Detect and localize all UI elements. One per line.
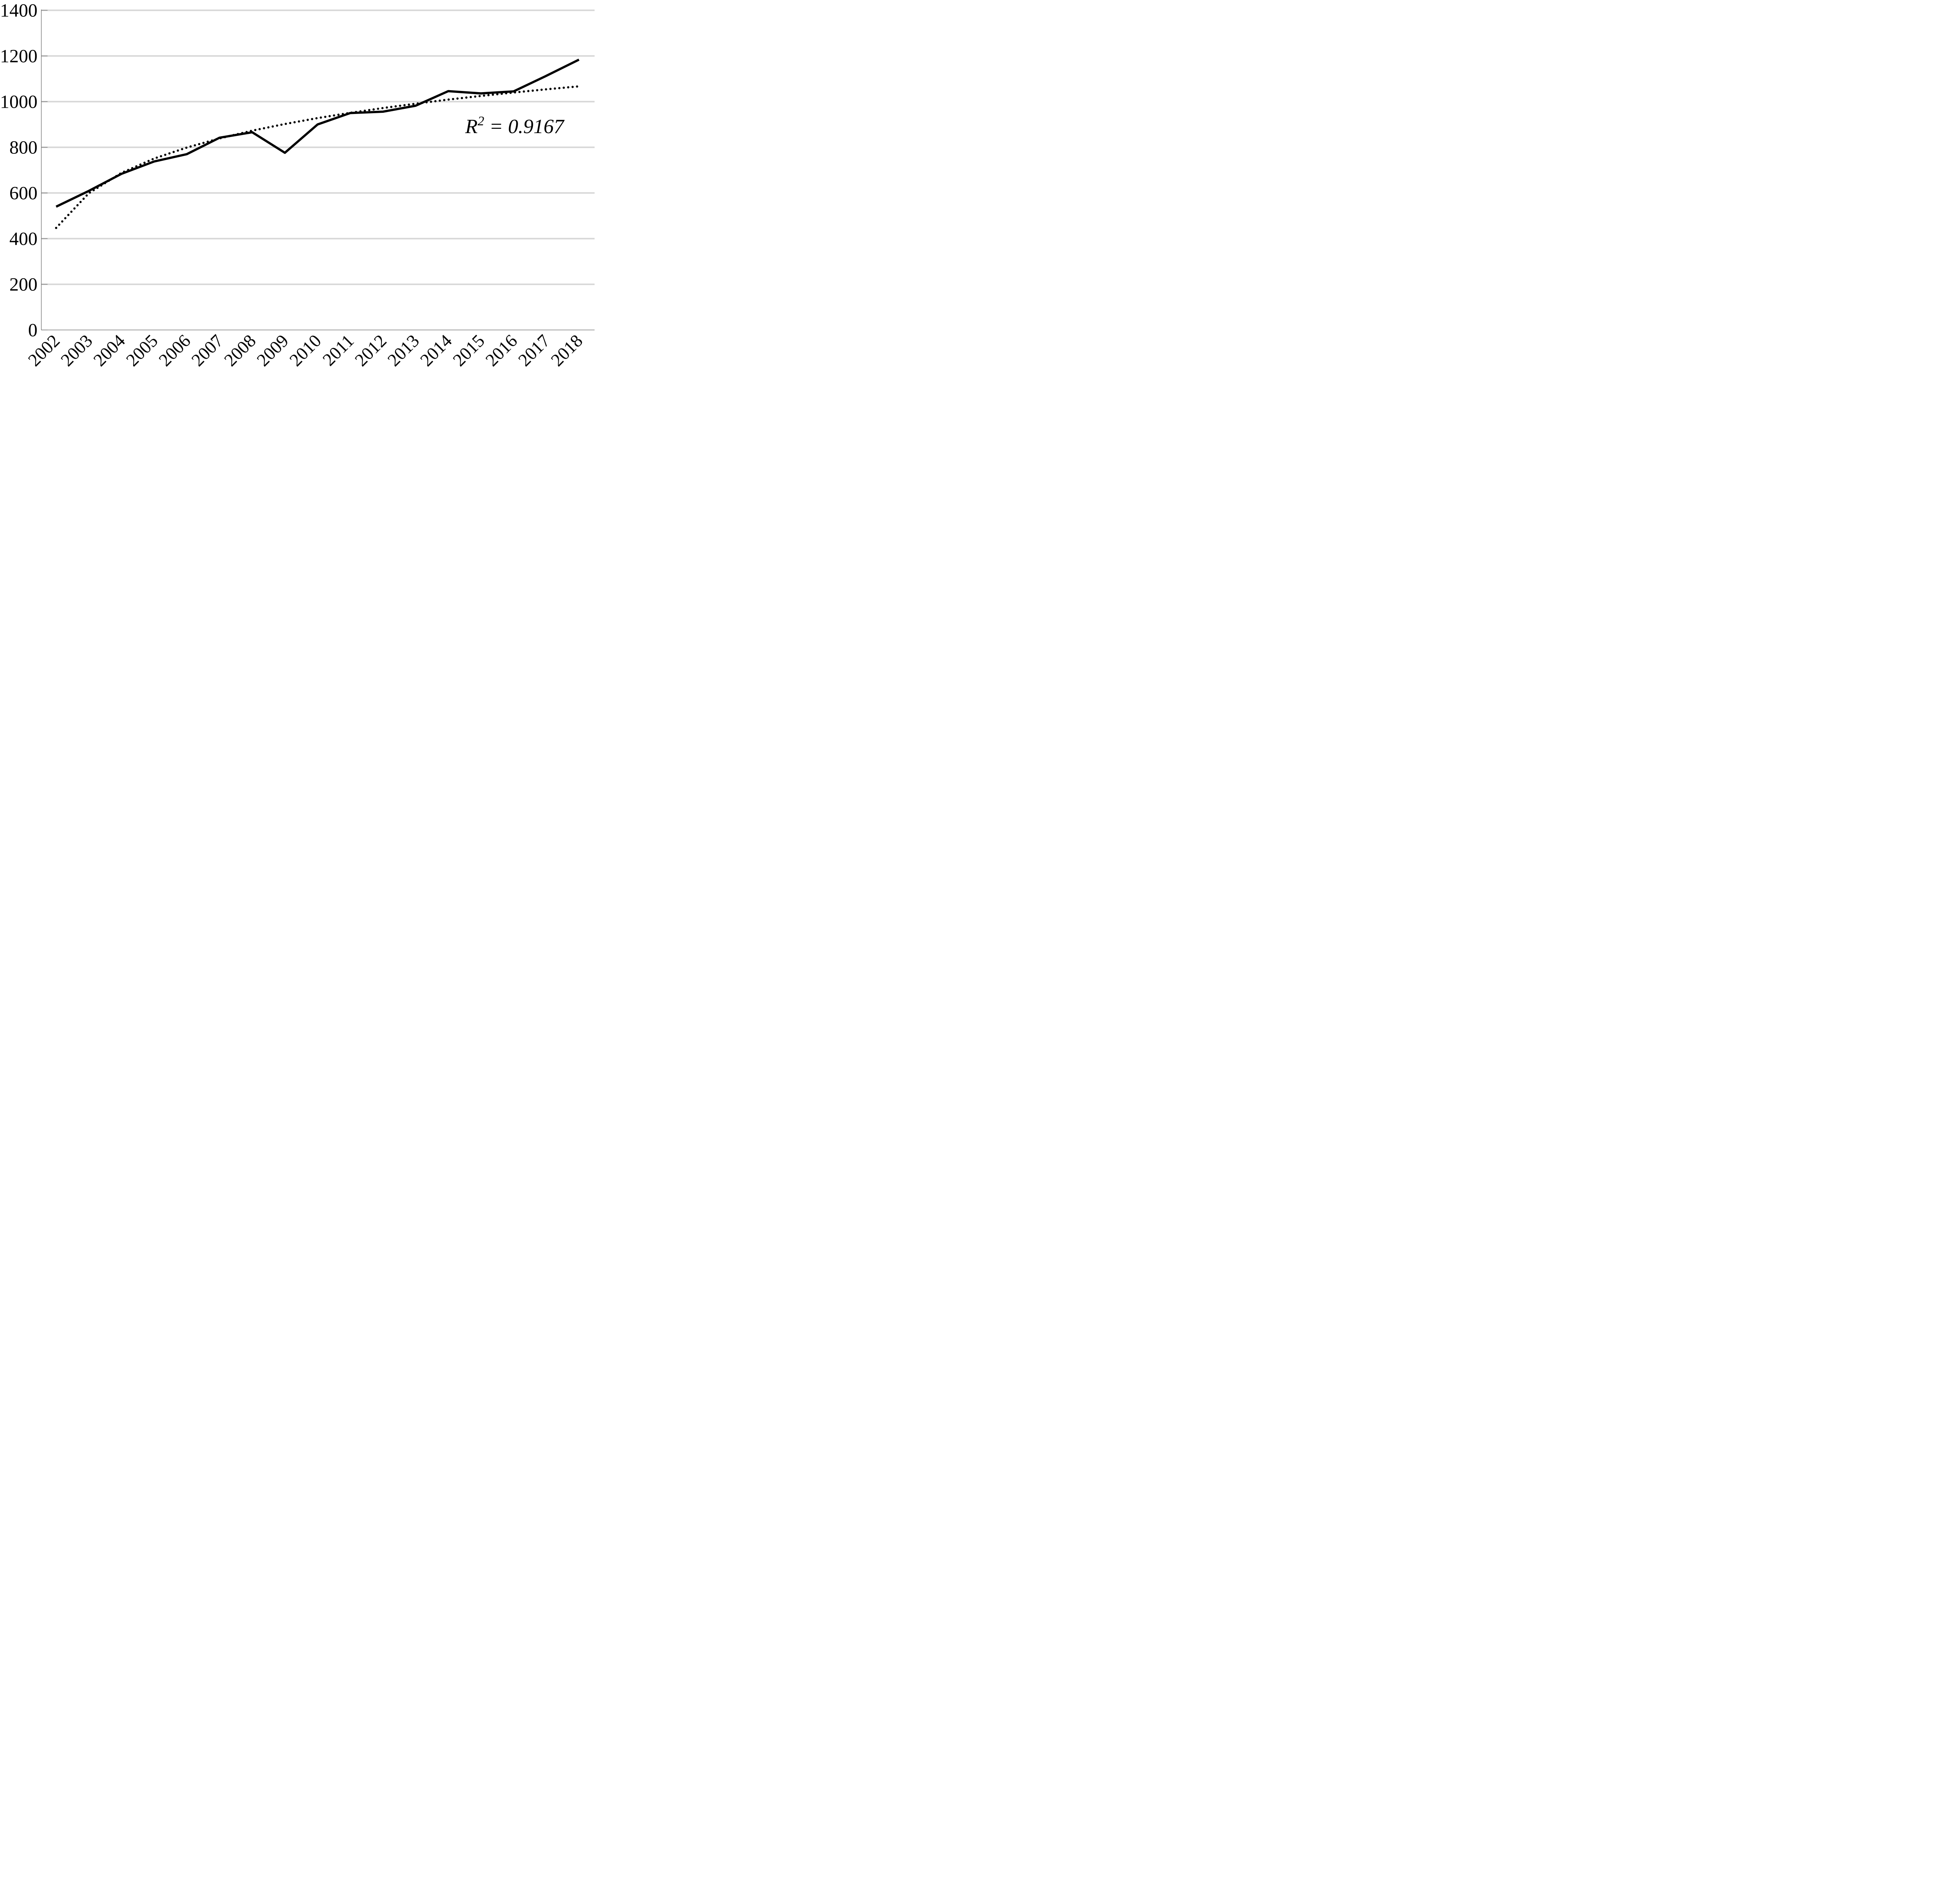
- r-squared-base: R: [465, 116, 478, 138]
- y-tick-label: 1400: [0, 0, 37, 21]
- r-squared-annotation: R2 = 0.9167: [465, 114, 565, 138]
- x-tick-label: 2016: [482, 331, 521, 370]
- x-tick-label: 2012: [351, 331, 390, 370]
- r-squared-value: = 0.9167: [484, 116, 565, 138]
- y-tick-label: 600: [9, 183, 37, 203]
- x-tick-label: 2010: [285, 331, 325, 370]
- x-tick-label: 2014: [416, 331, 456, 370]
- y-tick-label: 800: [9, 137, 37, 158]
- y-tick-label: 200: [9, 274, 37, 295]
- x-tick-label: 2005: [122, 331, 162, 370]
- x-tick-label: 2013: [383, 331, 423, 370]
- chart-figure: 0 200 400 600 800 1000 1200 1400 2002 2003 2004 200…: [0, 0, 595, 381]
- x-tick-label: 2004: [89, 331, 129, 370]
- x-tick-label: 2006: [155, 331, 194, 370]
- x-tick-label: 2017: [514, 331, 554, 370]
- x-tick-label: 2018: [547, 331, 586, 370]
- x-tick-label: 2011: [319, 331, 358, 370]
- r-squared-exponent: 2: [477, 114, 484, 128]
- y-tick-label: 0: [28, 320, 37, 340]
- y-tick-label: 400: [9, 228, 37, 249]
- series-logarithmic-trendline-line: [55, 85, 580, 229]
- chart-generated-layer: 0200400600800100012001400200220032004200…: [0, 0, 595, 370]
- x-tick-label: 2015: [449, 331, 488, 370]
- x-tick-label: 2008: [220, 331, 260, 370]
- chart-canvas: 0200400600800100012001400200220032004200…: [0, 0, 595, 370]
- y-tick-label: 1200: [0, 46, 37, 66]
- series-actual-values-line: [55, 59, 580, 208]
- x-tick-label: 2003: [57, 331, 96, 370]
- y-tick-label: 1000: [0, 91, 37, 112]
- x-tick-label: 2009: [253, 331, 292, 370]
- x-tick-label: 2007: [187, 331, 227, 370]
